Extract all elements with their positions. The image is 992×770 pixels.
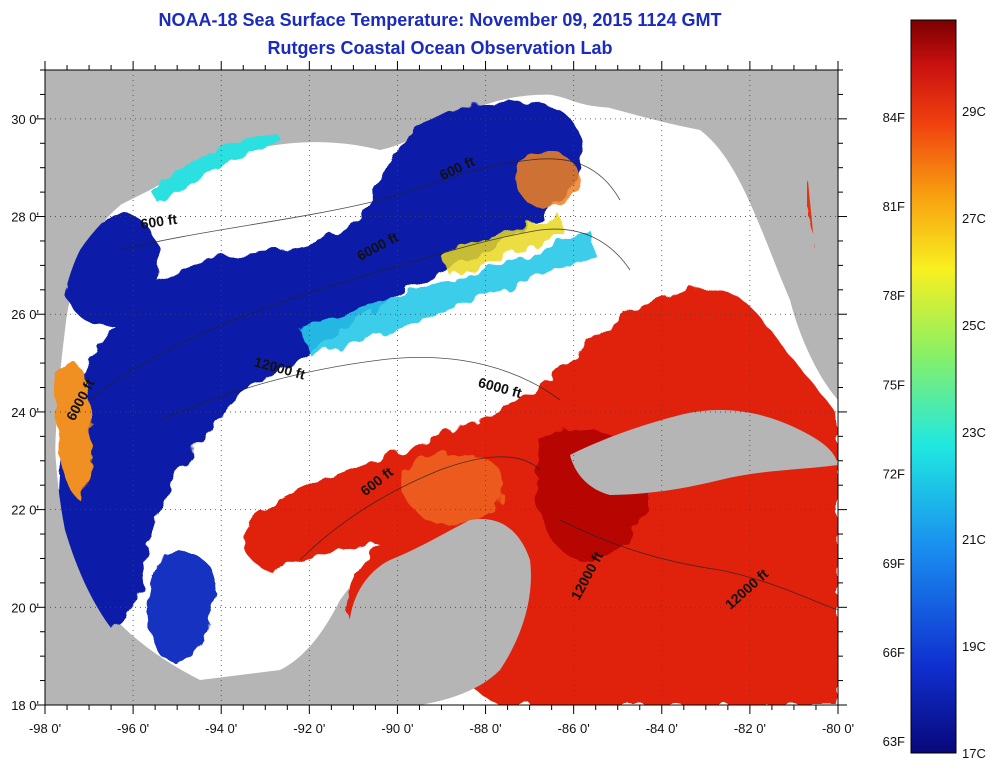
colorbar-celsius-label: 29C <box>962 104 986 119</box>
cold-water-mass <box>58 101 583 629</box>
lat-tick-label: 18 0' <box>11 698 39 713</box>
colorbar-fahrenheit-label: 66F <box>883 645 905 660</box>
cold-water-southwest <box>147 552 216 662</box>
lon-tick-label: -94 0' <box>205 721 237 736</box>
lon-tick-label: -98 0' <box>29 721 61 736</box>
lon-tick-label: -84 0' <box>646 721 678 736</box>
colorbar-fahrenheit-label: 69F <box>883 556 905 571</box>
colorbar-celsius-label: 27C <box>962 211 986 226</box>
map-imagery <box>45 70 838 705</box>
colorbar-fahrenheit-label: 75F <box>883 377 905 392</box>
cuba-land <box>570 410 838 495</box>
mexico-land <box>45 360 300 705</box>
lat-tick-label: 20 0' <box>11 600 39 615</box>
lat-tick-label: 26 0' <box>11 307 39 322</box>
coastal-cyan-strip <box>150 130 280 205</box>
western-warm-edge <box>55 362 92 500</box>
colorbar-celsius-label: 21C <box>962 532 986 547</box>
colorbar-fahrenheit-label: 81F <box>883 199 905 214</box>
colorbar-celsius-label: 19C <box>962 639 986 654</box>
map-axis-ticks: -98 0' -96 0' -94 0' -92 0' -90 0' -88 0' -86 … <box>11 61 854 736</box>
us-gulf-coast-land <box>45 70 838 360</box>
lon-tick-label: -96 0' <box>117 721 149 736</box>
colorbar <box>910 19 957 754</box>
cold-water-northwest <box>65 213 161 326</box>
lon-tick-label: -92 0' <box>293 721 325 736</box>
colorbar-fahrenheit-label: 78F <box>883 288 905 303</box>
map-gridlines <box>45 70 838 705</box>
lon-tick-label: -90 0' <box>381 721 413 736</box>
bathymetry-contours <box>89 158 838 611</box>
contour-label: 600 ft <box>140 211 179 232</box>
colorbar-fahrenheit-label: 72F <box>883 467 905 482</box>
map-subtitle: Rutgers Coastal Ocean Observation Lab <box>267 38 613 58</box>
colorbar-celsius-label: 23C <box>962 425 986 440</box>
frontal-band-orange <box>515 151 580 209</box>
lat-tick-label: 22 0' <box>11 503 39 518</box>
map-title: NOAA-18 Sea Surface Temperature: Novembe… <box>158 10 722 30</box>
lat-tick-label: 28 0' <box>11 210 39 225</box>
colorbar-labels: 84F 81F 78F 75F 72F 69F 66F 63F 29C 27C 25C 23C 21C 1… <box>883 104 986 761</box>
colorbar-fahrenheit-label: 63F <box>883 734 905 749</box>
colorbar-celsius-label: 25C <box>962 318 986 333</box>
florida-land <box>680 70 838 390</box>
lon-tick-label: -88 0' <box>469 721 501 736</box>
warm-water-orange-core <box>400 453 503 526</box>
lon-tick-label: -86 0' <box>558 721 590 736</box>
frontal-band-yellow <box>440 215 565 275</box>
frontal-band-cyan <box>300 230 595 355</box>
lat-tick-label: 30 0' <box>11 112 39 127</box>
colorbar-celsius-label: 17C <box>962 746 986 761</box>
lat-tick-label: 24 0' <box>11 405 39 420</box>
lon-tick-label: -80 0' <box>822 721 854 736</box>
colorbar-fahrenheit-label: 84F <box>883 110 905 125</box>
lon-tick-label: -82 0' <box>734 721 766 736</box>
